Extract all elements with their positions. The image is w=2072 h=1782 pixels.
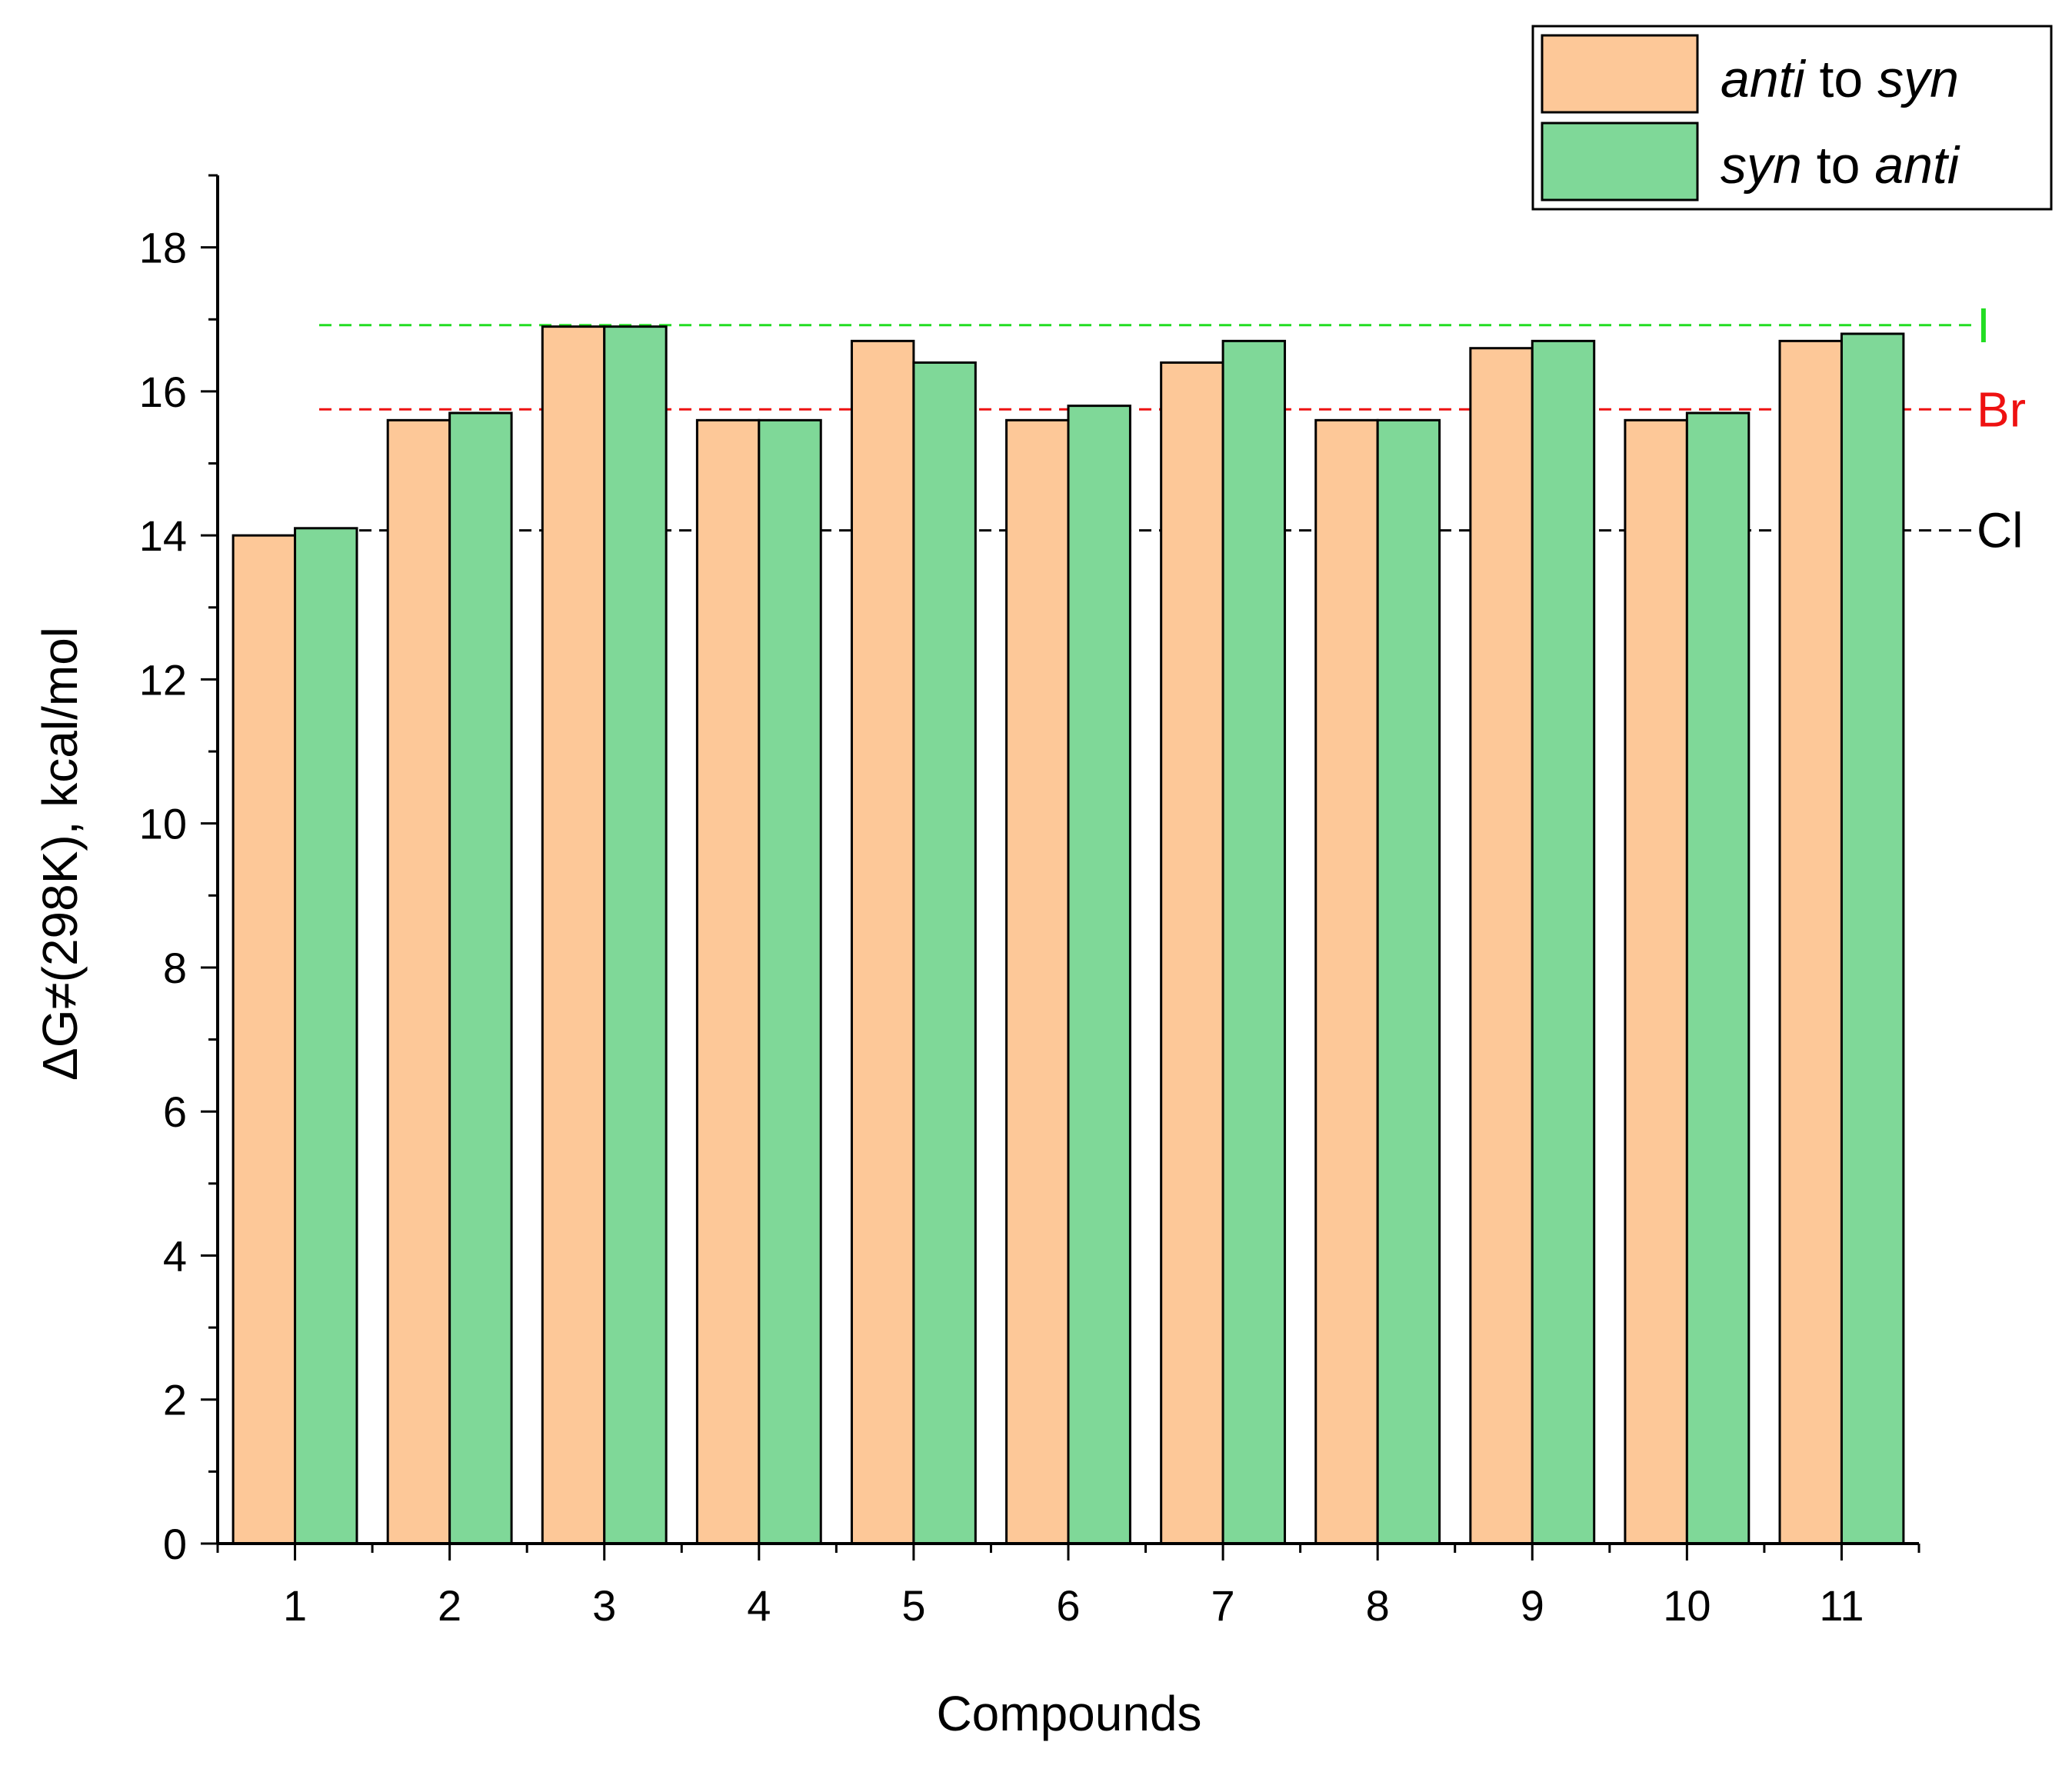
bar-series-2-compound-3 (603, 325, 668, 1545)
x-tick-label-2: 2 (438, 1581, 461, 1630)
bar-series-2-compound-10 (1685, 411, 1751, 1545)
reference-label-br: Br (1977, 381, 2026, 437)
bar-series-1-compound-7 (1160, 361, 1224, 1545)
y-tick-label-10: 10 (139, 800, 187, 848)
bar-series-1-compound-2 (386, 418, 451, 1545)
x-tick-label-1: 1 (283, 1581, 307, 1630)
y-tick-label-18: 18 (139, 224, 187, 272)
bar-series-2-compound-9 (1531, 339, 1596, 1545)
bar-series-1-compound-4 (695, 418, 761, 1545)
bar-series-1-compound-1 (232, 534, 297, 1545)
y-tick-label-0: 0 (163, 1520, 187, 1568)
legend-label-anti-to-syn: anti to syn (1721, 50, 1959, 108)
x-axis-title: Compounds (936, 1686, 1201, 1741)
x-tick-label-11: 11 (1819, 1581, 1864, 1630)
legend-label-syn-to-anti: syn to anti (1721, 136, 1960, 195)
bar-series-1-compound-10 (1624, 418, 1688, 1545)
x-tick-label-6: 6 (1056, 1581, 1080, 1630)
bars (232, 325, 1905, 1545)
y-axis-title: ΔG≠(298K), kcal/mol (32, 627, 88, 1081)
bar-series-1-compound-9 (1469, 347, 1534, 1545)
bar-series-2-compound-4 (758, 418, 822, 1545)
bar-series-1-compound-3 (541, 325, 606, 1545)
reference-label-i: I (1977, 298, 1990, 353)
y-tick-label-16: 16 (139, 368, 187, 416)
y-tick-label-6: 6 (163, 1088, 187, 1136)
x-tick-label-4: 4 (747, 1581, 771, 1630)
bar-series-1-compound-6 (1005, 418, 1070, 1545)
bar-series-1-compound-11 (1778, 339, 1843, 1545)
y-tick-label-4: 4 (163, 1231, 187, 1280)
bar-series-2-compound-8 (1376, 418, 1441, 1545)
x-tick-label-8: 8 (1366, 1581, 1390, 1630)
bar-series-2-compound-5 (912, 361, 977, 1545)
y-tick-label-2: 2 (163, 1376, 187, 1424)
bar-series-2-compound-1 (294, 527, 358, 1545)
bar-series-1-compound-8 (1314, 418, 1379, 1545)
y-tick-label-8: 8 (163, 944, 187, 992)
x-tick-label-10: 10 (1663, 1581, 1711, 1630)
bar-series-2-compound-2 (448, 411, 513, 1545)
legend-swatch-anti-to-syn (1541, 34, 1699, 114)
y-tick-label-12: 12 (139, 655, 187, 704)
legend-swatch-syn-to-anti (1541, 122, 1699, 202)
bar-series-2-compound-7 (1221, 339, 1287, 1545)
bar-series-2-compound-11 (1840, 332, 1905, 1545)
x-tick-label-3: 3 (592, 1581, 616, 1630)
axes (201, 174, 1920, 1560)
x-tick-label-5: 5 (901, 1581, 925, 1630)
legend: anti to syn syn to anti (1531, 25, 2053, 211)
x-tick-label-7: 7 (1211, 1581, 1235, 1630)
y-tick-label-14: 14 (139, 511, 187, 560)
reference-lines: I Br Cl (319, 298, 2026, 558)
bar-series-1-compound-5 (850, 339, 915, 1545)
bar-series-2-compound-6 (1067, 405, 1131, 1545)
reference-label-cl: Cl (1977, 503, 2023, 558)
x-tick-label-9: 9 (1521, 1581, 1544, 1630)
